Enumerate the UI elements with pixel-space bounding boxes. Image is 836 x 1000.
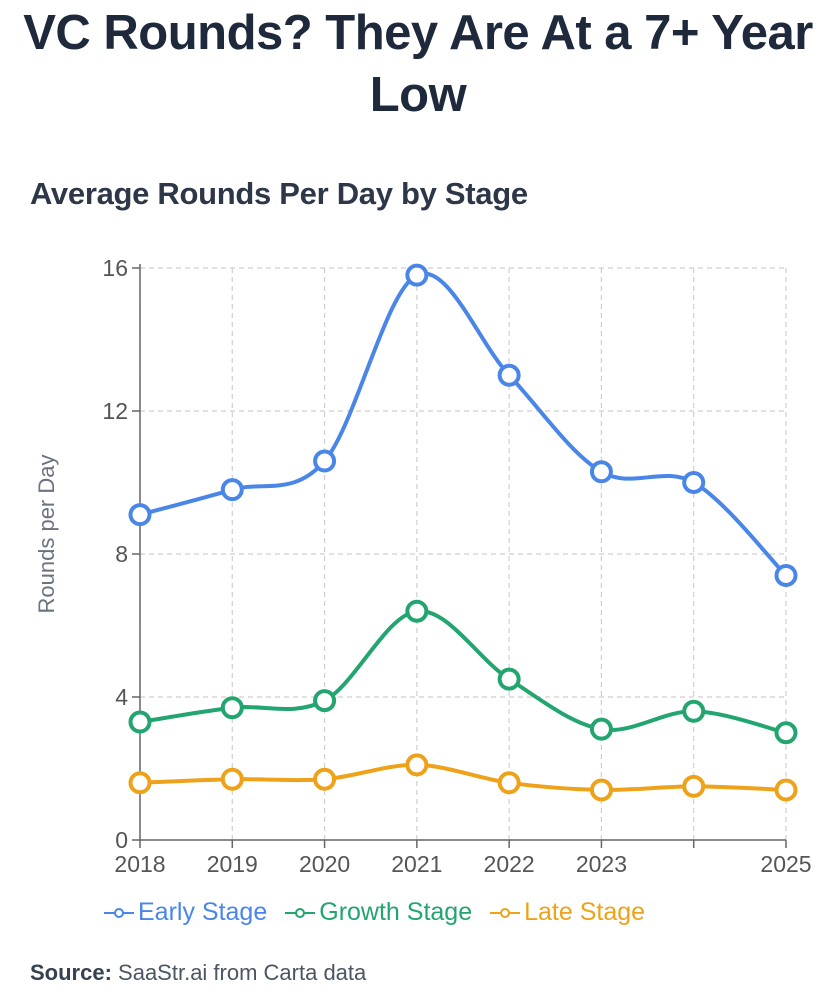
legend-swatch-icon bbox=[490, 905, 521, 921]
source-text: SaaStr.ai from Carta data bbox=[111, 960, 367, 985]
legend-item-late-stage[interactable]: Late Stage bbox=[490, 898, 645, 927]
x-tick-label-7: 2025 bbox=[760, 851, 811, 877]
data-point-late-stage-2022 bbox=[497, 771, 521, 795]
x-tick-label-1: 2019 bbox=[207, 851, 258, 877]
y-tick-label-2: 8 bbox=[115, 541, 128, 567]
legend-swatch-icon bbox=[285, 905, 316, 921]
data-point-early-stage-2018 bbox=[128, 503, 152, 527]
y-tick-label-1: 4 bbox=[115, 684, 128, 710]
data-point-early-stage-2021 bbox=[405, 263, 429, 287]
series-line-growth-stage bbox=[138, 609, 788, 735]
legend-label: Late Stage bbox=[524, 898, 646, 926]
data-point-late-stage-2023 bbox=[589, 778, 613, 802]
legend-label: Growth Stage bbox=[319, 898, 473, 926]
x-tick-label-0: 2018 bbox=[114, 851, 165, 877]
data-point-early-stage-2019 bbox=[220, 478, 244, 502]
series-line-early-stage bbox=[138, 271, 788, 578]
data-point-early-stage-2020 bbox=[313, 449, 337, 473]
source-note: Source: SaaStr.ai from Carta data bbox=[30, 960, 366, 986]
data-point-early-stage-2024 bbox=[682, 471, 706, 494]
legend-swatch-icon bbox=[104, 905, 134, 921]
legend-label: Early Stage bbox=[138, 898, 268, 926]
data-point-late-stage-2025 bbox=[774, 778, 798, 802]
source-label: Source: bbox=[30, 960, 112, 985]
data-point-growth-stage-2024 bbox=[682, 699, 706, 723]
chart-title: Average Rounds Per Day by Stage bbox=[30, 176, 528, 211]
data-point-late-stage-2020 bbox=[313, 767, 337, 791]
data-point-early-stage-2025 bbox=[774, 563, 798, 587]
x-tick-label-5: 2023 bbox=[576, 851, 627, 877]
data-point-growth-stage-2020 bbox=[313, 689, 337, 713]
chart-legend: Early Stage Growth Stage Late Stage bbox=[104, 898, 645, 927]
data-point-growth-stage-2018 bbox=[128, 710, 152, 734]
data-point-growth-stage-2023 bbox=[589, 717, 613, 741]
legend-item-growth-stage[interactable]: Growth Stage bbox=[285, 898, 472, 927]
y-tick-label-3: 12 bbox=[102, 398, 128, 424]
y-axis-label: Rounds per Day bbox=[34, 455, 59, 614]
x-tick-label-3: 2021 bbox=[391, 851, 442, 877]
y-tick-label-0: 0 bbox=[115, 827, 128, 853]
data-point-growth-stage-2019 bbox=[220, 696, 244, 720]
data-point-growth-stage-2021 bbox=[405, 599, 429, 623]
data-point-early-stage-2022 bbox=[497, 363, 521, 387]
headline: VC Rounds? They Are At a 7+ Year Low bbox=[23, 6, 813, 122]
data-point-late-stage-2021 bbox=[405, 753, 429, 777]
data-point-growth-stage-2022 bbox=[497, 667, 521, 691]
y-tick-label-4: 16 bbox=[102, 255, 128, 281]
x-tick-label-2: 2020 bbox=[299, 851, 350, 877]
x-tick-label-4: 2022 bbox=[484, 851, 535, 877]
data-point-late-stage-2019 bbox=[220, 767, 244, 791]
legend-item-early-stage[interactable]: Early Stage bbox=[104, 898, 267, 927]
data-point-early-stage-2023 bbox=[589, 460, 613, 484]
data-point-late-stage-2024 bbox=[682, 774, 706, 798]
data-point-growth-stage-2025 bbox=[774, 721, 798, 745]
data-point-late-stage-2018 bbox=[128, 771, 152, 795]
line-chart: 0 4 8 12 16 2018 2019 2020 2021 2022 2023 2025 Round… bbox=[34, 255, 812, 877]
